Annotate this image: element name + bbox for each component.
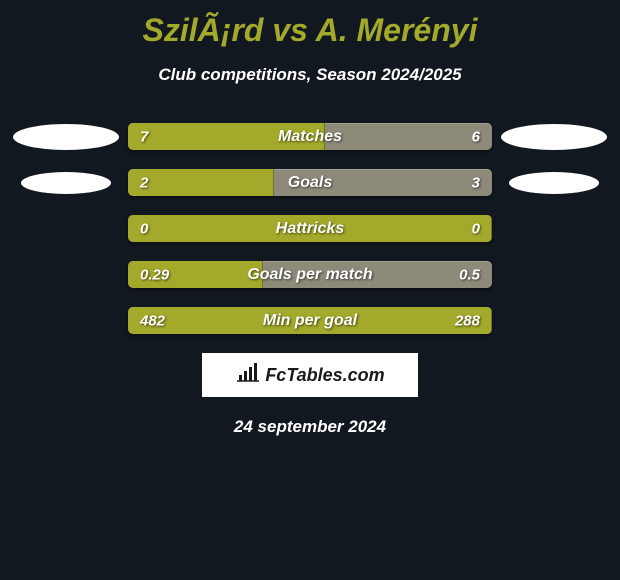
comparison-title: SzilÃ¡rd vs A. Merényi xyxy=(0,0,620,49)
stat-row: 2 Goals 3 xyxy=(10,169,610,196)
ellipse-icon xyxy=(501,124,607,150)
spacer xyxy=(10,308,122,334)
bar-track: 2 Goals 3 xyxy=(128,169,492,196)
bar-chart-icon xyxy=(235,363,259,388)
spacer xyxy=(498,308,610,334)
bar-track: 7 Matches 6 xyxy=(128,123,492,150)
stat-row: 0 Hattricks 0 xyxy=(10,215,610,242)
spacer xyxy=(498,216,610,242)
comparison-chart: 7 Matches 6 2 Goals 3 0 Hattricks 0 0.29 xyxy=(0,123,620,334)
fctables-logo[interactable]: FcTables.com xyxy=(202,353,418,397)
bar-value-left: 7 xyxy=(140,128,148,145)
stat-row: 482 Min per goal 288 xyxy=(10,307,610,334)
bar-value-left: 0 xyxy=(140,220,148,237)
bar-track: 482 Min per goal 288 xyxy=(128,307,492,334)
bar-value-right: 3 xyxy=(472,174,480,191)
bar-value-left: 2 xyxy=(140,174,148,191)
ellipse-icon xyxy=(21,172,111,194)
bar-track: 0 Hattricks 0 xyxy=(128,215,492,242)
player-left-icon xyxy=(10,170,122,196)
spacer xyxy=(10,262,122,288)
bar-label: Goals xyxy=(288,174,332,192)
bar-label: Min per goal xyxy=(263,312,357,330)
bar-value-right: 0 xyxy=(472,220,480,237)
spacer xyxy=(10,216,122,242)
bar-value-right: 0.5 xyxy=(459,266,480,283)
bar-value-left: 0.29 xyxy=(140,266,169,283)
bar-label: Matches xyxy=(278,128,342,146)
stat-row: 0.29 Goals per match 0.5 xyxy=(10,261,610,288)
comparison-subtitle: Club competitions, Season 2024/2025 xyxy=(0,65,620,85)
bar-label: Goals per match xyxy=(247,266,372,284)
bar-track: 0.29 Goals per match 0.5 xyxy=(128,261,492,288)
bar-fill xyxy=(128,169,274,196)
comparison-date: 24 september 2024 xyxy=(0,417,620,437)
ellipse-icon xyxy=(509,172,599,194)
bar-value-left: 482 xyxy=(140,312,165,329)
bar-value-right: 6 xyxy=(472,128,480,145)
player-right-icon xyxy=(498,170,610,196)
logo-text: FcTables.com xyxy=(265,365,384,386)
player-right-icon xyxy=(498,124,610,150)
stat-row: 7 Matches 6 xyxy=(10,123,610,150)
player-left-icon xyxy=(10,124,122,150)
ellipse-icon xyxy=(13,124,119,150)
bar-label: Hattricks xyxy=(276,220,344,238)
bar-value-right: 288 xyxy=(455,312,480,329)
spacer xyxy=(498,262,610,288)
